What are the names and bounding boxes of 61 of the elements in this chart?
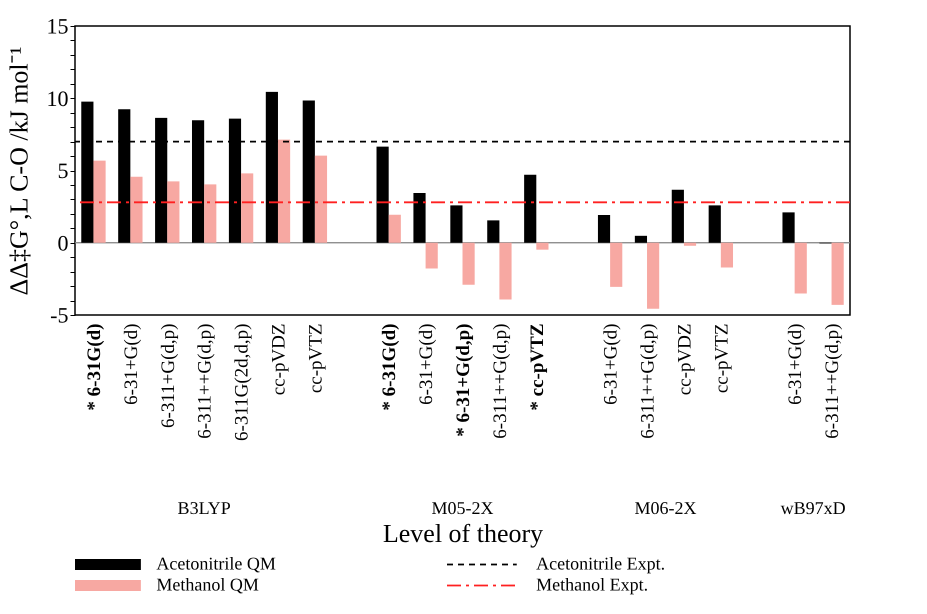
- bar: [487, 220, 500, 243]
- bar: [832, 242, 844, 305]
- x-tick-label: cc-pVTZ: [305, 324, 326, 394]
- bar: [388, 214, 401, 243]
- x-tick-label: 6-31+G(d): [785, 324, 806, 405]
- x-tick-label: 6-31+G(d): [120, 324, 142, 405]
- x-tick-label: 6-31+G(d): [416, 324, 438, 405]
- bar: [462, 242, 475, 285]
- bar: [647, 242, 660, 309]
- x-tick-label: 6-311++G(d,p): [490, 324, 511, 439]
- legend-label: Acetonitrile QM: [156, 554, 276, 574]
- bar: [450, 205, 462, 243]
- legend-label: Methanol QM: [156, 574, 259, 594]
- x-tick-label: 6-311G(2d,d,p): [232, 324, 253, 441]
- legend-label: Acetonitrile Expt.: [536, 554, 666, 574]
- bar: [93, 160, 106, 243]
- y-tick-label: 5: [58, 158, 68, 183]
- x-tick-label: * 6-31+G(d,p): [453, 324, 474, 437]
- bar: [426, 242, 438, 268]
- bar: [610, 242, 622, 287]
- bar: [241, 173, 254, 243]
- x-tick-label: 6-31+G(d): [600, 324, 622, 405]
- x-tick-label: 6-311++G(d,p): [194, 324, 216, 439]
- bar: [376, 146, 389, 243]
- x-tick-label: 6-311++G(d,p): [638, 324, 659, 439]
- x-tick-label: * 6-31G(d): [84, 324, 105, 411]
- bar: [499, 242, 512, 300]
- bar: [794, 242, 807, 294]
- y-tick-label: 0: [58, 230, 68, 256]
- bar: [598, 215, 610, 243]
- bar: [782, 212, 795, 243]
- y-tick-label: 15: [46, 14, 68, 38]
- y-tick-label: -5: [50, 302, 68, 328]
- x-tick-label: 6-311++G(d,p): [822, 324, 844, 439]
- bar: [278, 140, 290, 243]
- bar: [634, 236, 648, 243]
- x-tick-label: * cc-pVTZ: [526, 324, 548, 411]
- x-tick-label: 6-311+G(d,p): [158, 324, 179, 428]
- x-tick-label: cc-pVDZ: [674, 324, 696, 396]
- bar: [204, 184, 216, 243]
- bar: [684, 242, 696, 246]
- x-tick-label: cc-pVTZ: [711, 324, 732, 394]
- bar: [536, 242, 548, 250]
- text: M06-2X: [634, 498, 696, 518]
- bar: [672, 190, 684, 243]
- text: B3LYP: [178, 498, 231, 518]
- y-tick-label: 10: [46, 86, 68, 111]
- text: wB97xD: [780, 498, 846, 518]
- bar: [524, 174, 536, 243]
- x-tick-label: cc-pVDZ: [268, 324, 290, 396]
- y-axis-title: ΔΔ‡G°,L C-O /kJ mol⁻¹: [4, 46, 34, 296]
- bar: [720, 242, 734, 268]
- x-axis-title: Level of theory: [382, 519, 544, 548]
- bar: [708, 205, 721, 243]
- bar: [130, 176, 143, 243]
- bar: [314, 156, 328, 243]
- bar: [413, 193, 426, 243]
- bar: [167, 181, 180, 243]
- x-tick-label: * 6-31G(d): [379, 324, 400, 411]
- text: M05-2X: [432, 498, 494, 518]
- legend-label: Methanol Expt.: [536, 574, 648, 594]
